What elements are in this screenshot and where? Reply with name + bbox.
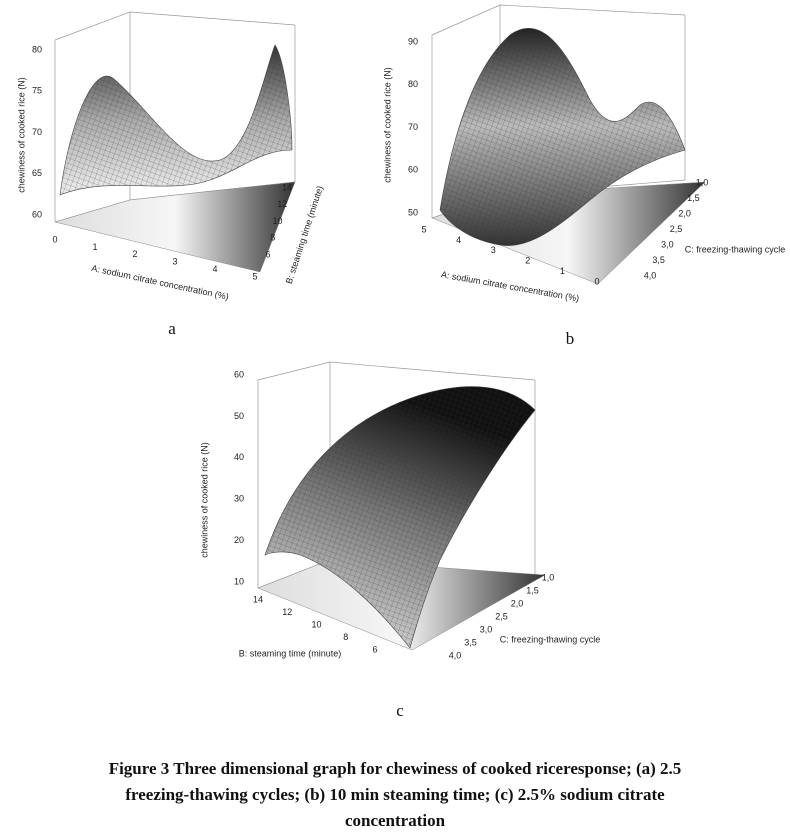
x-ticks-label: 14 (253, 594, 263, 604)
y-ticks-label: 1,5 (687, 193, 700, 203)
y-axis-title: C: freezing-thawing cycle (685, 244, 786, 254)
x-ticks-label: 5 (252, 271, 257, 281)
x-ticks-label: 5 (421, 224, 426, 234)
y-ticks-label: 14 (282, 182, 292, 192)
caption-line: concentration (345, 811, 446, 830)
x-ticks-label: 2 (525, 256, 530, 266)
x-axis-title: A: sodium citrate concentration (%) (91, 263, 230, 302)
z-tick-label: 40 (234, 452, 244, 462)
panel-letter: a (168, 319, 176, 338)
z-tick-label: 65 (32, 168, 42, 178)
z-tick-label: 80 (32, 44, 42, 54)
plot-c (257, 361, 546, 651)
x-ticks-label: 1 (560, 266, 565, 276)
x-ticks-label: 0 (52, 234, 57, 244)
y-ticks-label: 2,5 (495, 611, 508, 621)
y-ticks-label: 3,0 (480, 624, 493, 634)
z-tick-label: 75 (32, 86, 42, 96)
x-ticks-label: 12 (282, 607, 292, 617)
plot-b (431, 4, 706, 285)
y-ticks-label: 3,5 (652, 255, 665, 265)
y-ticks-label: 2,5 (670, 224, 683, 234)
x-axis-title: B: steaming time (minute) (239, 648, 342, 658)
z-tick-label: 30 (234, 494, 244, 504)
y-ticks-label: 1,5 (526, 585, 539, 595)
z-tick-label: 60 (32, 209, 42, 219)
y-ticks-label: 3,0 (661, 239, 674, 249)
z-tick-label: 50 (408, 207, 418, 217)
x-ticks-label: 3 (172, 257, 177, 267)
x-ticks-label: 4 (212, 264, 217, 274)
y-ticks-label: 8 (270, 233, 275, 243)
z-tick-label: 20 (234, 535, 244, 545)
x-ticks-label: 0 (594, 276, 599, 286)
y-ticks-label: 1,0 (542, 572, 555, 582)
z-tick-label: 10 (234, 576, 244, 586)
y-ticks-label: 4,0 (644, 270, 657, 280)
x-ticks-label: 3 (491, 245, 496, 255)
z-tick-label: 70 (32, 127, 42, 137)
x-ticks-label: 10 (311, 619, 321, 629)
z-tick-label: 90 (408, 36, 418, 46)
panel-letter: b (566, 329, 575, 348)
x-ticks-label: 2 (132, 249, 137, 259)
z-axis-title: chewiness of cooked rice (N) (382, 67, 392, 183)
y-axis-title: B: steaming time (minute) (284, 184, 325, 285)
y-ticks-label: 3,5 (464, 637, 477, 647)
y-ticks-label: 10 (272, 216, 282, 226)
caption-line: Figure 3 Three dimensional graph for che… (109, 759, 682, 778)
z-tick-label: 80 (408, 79, 418, 89)
y-ticks-label: 4,0 (449, 650, 462, 660)
surface-mesh (440, 28, 685, 246)
y-ticks-label: 1,0 (696, 177, 709, 187)
x-ticks-label: 1 (92, 242, 97, 252)
x-ticks-label: 8 (343, 632, 348, 642)
z-tick-label: 70 (408, 122, 418, 132)
contour-floor (54, 181, 296, 273)
y-ticks-label: 2,0 (511, 598, 524, 608)
surface-mesh (265, 386, 535, 648)
x-ticks-label: 4 (456, 235, 461, 245)
y-axis-title: C: freezing-thawing cycle (500, 634, 601, 644)
z-axis-title: chewiness of cooked rice (N) (16, 77, 26, 193)
y-ticks-label: 12 (277, 199, 287, 209)
y-ticks-label: 2,0 (678, 208, 691, 218)
plot-a (54, 11, 296, 273)
y-ticks-label: 6 (265, 249, 270, 259)
surface-mesh (60, 45, 292, 195)
z-tick-label: 60 (234, 369, 244, 379)
panel-letter: c (396, 701, 404, 720)
caption-line: freezing-thawing cycles; (b) 10 min stea… (125, 785, 665, 804)
z-tick-label: 50 (234, 411, 244, 421)
z-tick-label: 60 (408, 165, 418, 175)
z-axis-title: chewiness of cooked rice (N) (199, 442, 209, 558)
x-ticks-label: 6 (372, 644, 377, 654)
